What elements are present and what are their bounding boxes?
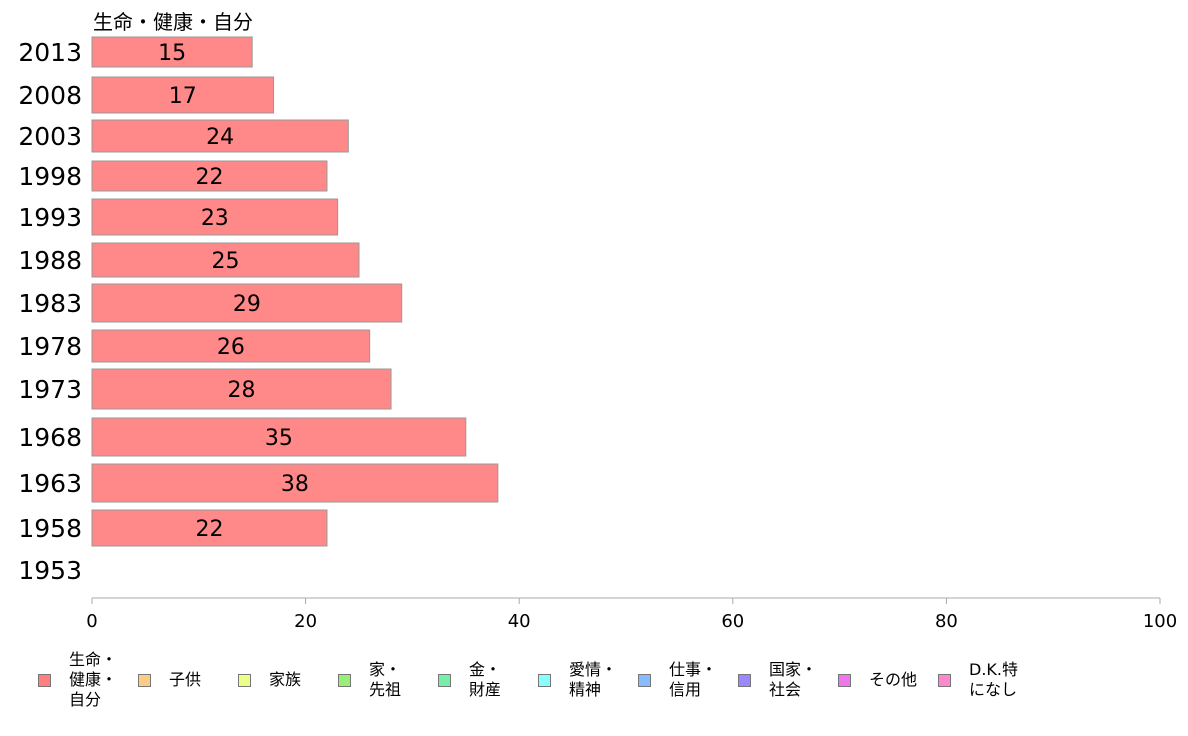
data-label: 22 (195, 165, 223, 190)
legend-item: D.K.特 になし (938, 648, 1018, 712)
legend-swatch (438, 673, 451, 687)
y-tick-label: 1983 (18, 289, 82, 318)
data-label: 25 (212, 249, 240, 274)
y-tick-label: 1993 (18, 203, 82, 232)
data-label: 15 (158, 41, 186, 66)
y-tick-label: 1953 (18, 556, 82, 585)
x-tick-label: 0 (86, 611, 97, 632)
legend-swatch (638, 673, 651, 687)
bar (91, 509, 328, 547)
legend-swatch (38, 673, 51, 687)
legend-label: 仕事・ 信用 (669, 660, 718, 699)
legend-item: 家・ 先祖 (338, 648, 401, 712)
legend-item: その他 (838, 648, 917, 712)
bar (91, 368, 392, 410)
data-label: 17 (169, 84, 197, 109)
legend-label: D.K.特 になし (969, 660, 1018, 699)
bar (91, 242, 360, 278)
data-label: 28 (228, 378, 256, 403)
data-label: 29 (233, 292, 261, 317)
legend-item: 国家・ 社会 (738, 648, 817, 712)
data-label: 26 (217, 335, 245, 360)
legend-label: 家族 (269, 670, 302, 689)
legend-label: 子供 (169, 670, 202, 689)
legend-item: 仕事・ 信用 (638, 648, 717, 712)
legend-label: 愛情・ 精神 (569, 660, 618, 699)
y-tick-label: 1973 (18, 375, 82, 404)
chart-legend: 生命・ 健康・ 自分 子供 家族 家・ 先祖 金・ 財産 愛情・ 精神 仕事・ 信用 国家・ … (38, 648, 1178, 728)
legend-swatch (738, 673, 751, 687)
chart-title: 生命・健康・自分 (93, 10, 253, 34)
legend-swatch (338, 673, 351, 687)
legend-label: その他 (869, 670, 918, 689)
y-tick-label: 1978 (18, 332, 82, 361)
legend-swatch (838, 673, 851, 687)
x-tick-label: 60 (721, 611, 744, 632)
legend-item: 家族 (238, 648, 301, 712)
x-tick-label: 20 (294, 611, 317, 632)
legend-swatch (938, 673, 951, 687)
y-tick-label: 2003 (18, 122, 82, 151)
bar (91, 283, 403, 323)
y-tick-label: 1958 (18, 514, 82, 543)
x-tick-label: 80 (935, 611, 958, 632)
y-tick-label: 2013 (18, 38, 82, 67)
x-tick-label: 100 (1143, 611, 1177, 632)
bar (91, 463, 499, 503)
data-label: 24 (206, 125, 234, 150)
data-label: 23 (201, 206, 229, 231)
y-tick-label: 1963 (18, 469, 82, 498)
legend-label: 金・ 財産 (469, 660, 502, 699)
legend-label: 国家・ 社会 (769, 660, 818, 699)
bar-chart: 2013 15 2008 17 2003 24 1998 22 1993 23 1988 25 1983… (18, 36, 1177, 632)
legend-item: 金・ 財産 (438, 648, 501, 712)
legend-swatch (138, 673, 151, 687)
y-tick-label: 1968 (18, 423, 82, 452)
legend-item: 愛情・ 精神 (538, 648, 617, 712)
data-label: 22 (195, 517, 223, 542)
bar (91, 76, 275, 114)
legend-swatch (538, 673, 551, 687)
x-tick-label: 40 (508, 611, 531, 632)
legend-label: 家・ 先祖 (369, 660, 402, 699)
bar (91, 119, 349, 153)
bar (91, 160, 328, 192)
data-label: 38 (281, 472, 309, 497)
legend-swatch (238, 673, 251, 687)
y-tick-label: 2008 (18, 81, 82, 110)
legend-item: 生命・ 健康・ 自分 (38, 648, 117, 712)
bar (91, 36, 253, 68)
legend-label: 生命・ 健康・ 自分 (69, 650, 118, 709)
legend-item: 子供 (138, 648, 201, 712)
y-tick-label: 1998 (18, 162, 82, 191)
y-tick-label: 1988 (18, 246, 82, 275)
bar (91, 198, 339, 236)
data-label: 35 (265, 426, 293, 451)
bar (91, 417, 467, 457)
bar (91, 329, 371, 363)
